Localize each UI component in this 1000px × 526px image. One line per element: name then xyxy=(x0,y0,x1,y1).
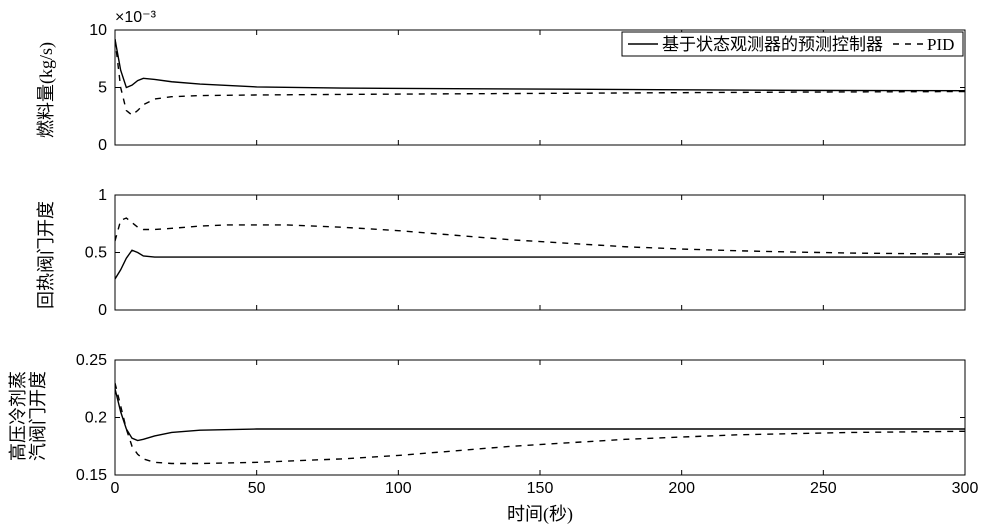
ytick-label: 10 xyxy=(89,22,107,39)
xtick-label: 150 xyxy=(527,480,554,497)
ylabel-panel-2: 高压冷剂蒸汽阀门开度 xyxy=(8,336,48,496)
series-line xyxy=(115,218,965,254)
series-line xyxy=(115,389,965,441)
ytick-label: 5 xyxy=(98,80,107,97)
panel-frame-1 xyxy=(115,195,965,310)
xtick-label: 50 xyxy=(248,480,266,497)
panel-frame-2 xyxy=(115,360,965,475)
xtick-label: 100 xyxy=(385,480,412,497)
ytick-label: 0.25 xyxy=(76,352,107,369)
ytick-label: 0.15 xyxy=(76,467,107,484)
plot-svg: 0510×10⁻³00.510501001502002503000.150.20… xyxy=(0,0,1000,516)
xtick-label: 0 xyxy=(111,480,120,497)
legend-label: 基于状态观测器的预测控制器 xyxy=(662,35,883,54)
ytick-label: 0.5 xyxy=(85,245,107,262)
figure-container: 0510×10⁻³00.510501001502002503000.150.20… xyxy=(0,0,1000,516)
ytick-label: 0.2 xyxy=(85,410,107,427)
xlabel: 时间(秒) xyxy=(490,500,590,526)
ytick-label: 0 xyxy=(98,137,107,154)
ytick-label: 0 xyxy=(98,302,107,319)
xtick-label: 300 xyxy=(952,480,979,497)
xtick-label: 250 xyxy=(810,480,837,497)
series-line xyxy=(115,383,965,464)
ytick-label: 1 xyxy=(98,187,107,204)
ylabel-panel-1: 回热阀门开度 xyxy=(32,165,58,345)
ylabel-panel-0: 燃料量(kg/s) xyxy=(32,0,58,180)
legend-label: PID xyxy=(927,35,954,54)
y-exponent: ×10⁻³ xyxy=(115,9,157,26)
series-line xyxy=(115,250,965,279)
xtick-label: 200 xyxy=(668,480,695,497)
